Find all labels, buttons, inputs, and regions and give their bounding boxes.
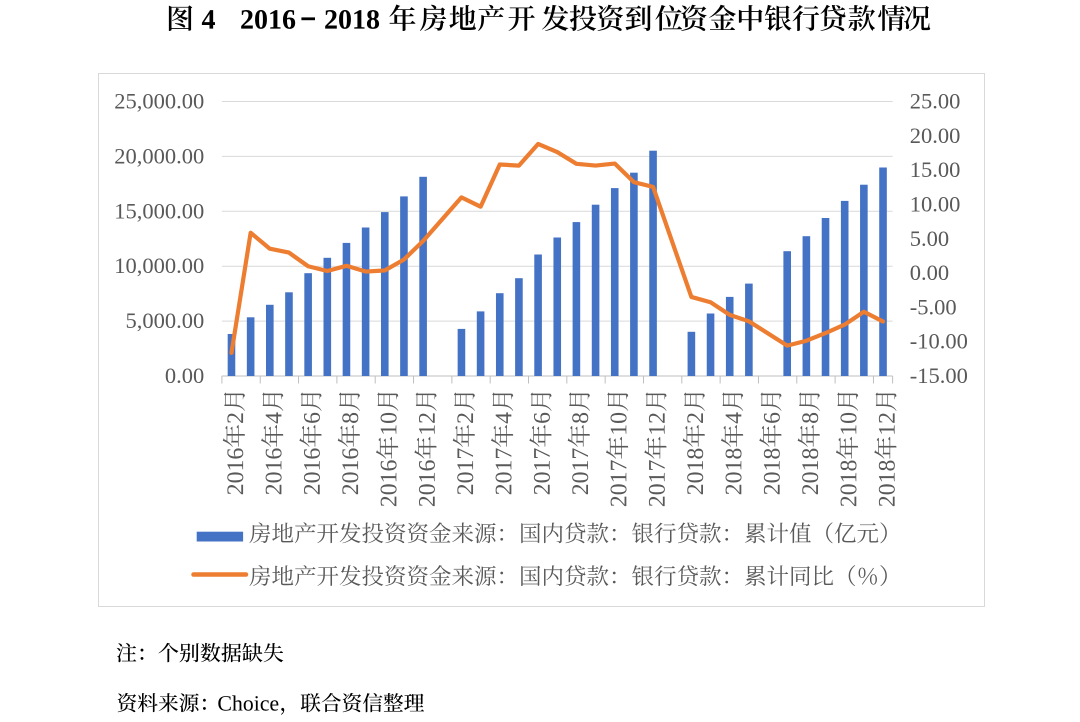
svg-text:-5.00: -5.00	[910, 294, 957, 319]
svg-text:20,000.00: 20,000.00	[114, 143, 204, 168]
svg-text:25,000.00: 25,000.00	[114, 89, 204, 114]
svg-text:10,000.00: 10,000.00	[114, 253, 204, 278]
svg-text:25.00: 25.00	[910, 89, 961, 114]
svg-text:5,000.00: 5,000.00	[126, 308, 205, 333]
svg-text:10.00: 10.00	[910, 191, 961, 216]
svg-text:15.00: 15.00	[910, 157, 961, 182]
svg-text:0.00: 0.00	[910, 260, 949, 285]
svg-text:-15.00: -15.00	[910, 363, 968, 388]
svg-text:5.00: 5.00	[910, 226, 949, 251]
svg-text:20.00: 20.00	[910, 123, 961, 148]
svg-text:0.00: 0.00	[165, 363, 204, 388]
svg-text:15,000.00: 15,000.00	[114, 198, 204, 223]
svg-text:-10.00: -10.00	[910, 329, 968, 354]
